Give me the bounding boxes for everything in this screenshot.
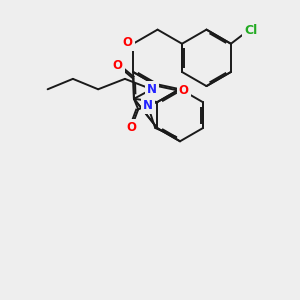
Text: O: O — [112, 59, 122, 72]
Text: O: O — [127, 121, 136, 134]
Text: Cl: Cl — [244, 24, 257, 37]
Text: O: O — [123, 36, 133, 49]
Text: N: N — [143, 99, 153, 112]
Text: N: N — [147, 83, 157, 96]
Text: O: O — [179, 84, 189, 97]
